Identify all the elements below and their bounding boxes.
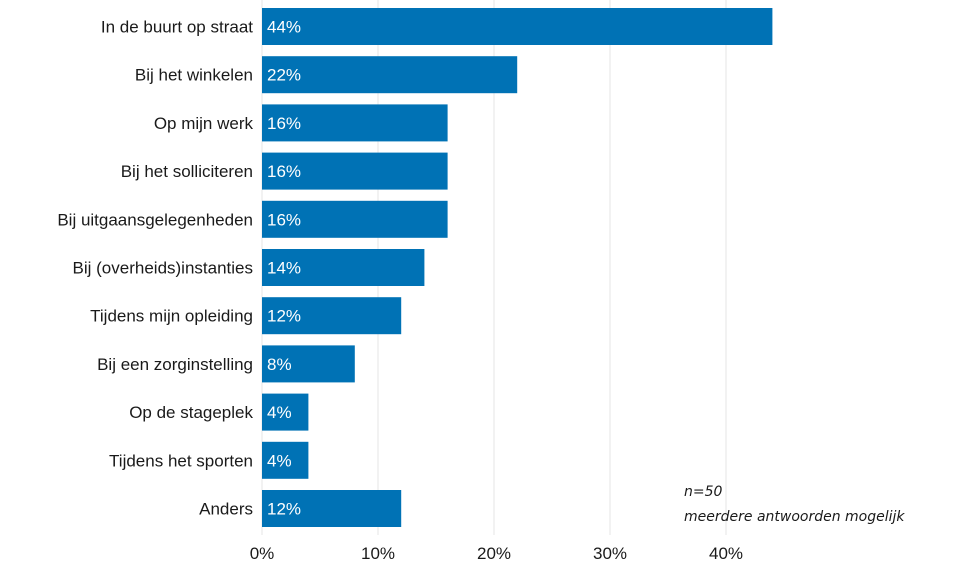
- value-labels: 44% 22% 16% 16% 16% 14% 12% 8% 4% 4% 12%: [267, 18, 301, 519]
- category-label: In de buurt op straat: [101, 18, 253, 37]
- bar: [262, 490, 402, 527]
- x-tick-label: 0%: [250, 544, 275, 563]
- x-tick-label: 10%: [361, 544, 395, 563]
- value-label: 12%: [267, 500, 301, 519]
- bar: [262, 393, 309, 431]
- bar: [262, 441, 309, 479]
- category-label: Anders: [199, 500, 253, 519]
- value-label: 14%: [267, 259, 301, 278]
- category-label: Bij een zorginstelling: [97, 355, 253, 374]
- x-tick-label: 20%: [477, 544, 511, 563]
- bar: [262, 249, 425, 286]
- value-label: 22%: [267, 66, 301, 85]
- value-label: 4%: [267, 403, 292, 422]
- category-label: Bij het winkelen: [135, 66, 253, 85]
- x-tick-labels: 0% 10% 20% 30% 40%: [250, 544, 743, 563]
- value-label: 16%: [267, 210, 301, 229]
- bar: [262, 200, 448, 238]
- category-label: Bij uitgaansgelegenheden: [57, 210, 253, 229]
- category-label: Bij het solliciteren: [121, 162, 253, 181]
- category-labels: In de buurt op straat Bij het winkelen Op …: [57, 18, 253, 519]
- category-label: Tijdens mijn opleiding: [90, 307, 253, 326]
- category-label: Tijdens het sporten: [109, 451, 253, 470]
- category-label: Bij (overheids)instanties: [73, 259, 253, 278]
- sample-size-note: n=50: [684, 484, 723, 500]
- value-label: 12%: [267, 307, 301, 326]
- x-tick-label: 30%: [593, 544, 627, 563]
- x-tick-label: 40%: [709, 544, 743, 563]
- bar: [262, 104, 448, 142]
- bar: [262, 8, 773, 45]
- multiple-answers-note: meerdere antwoorden mogelijk: [684, 509, 905, 525]
- bar: [262, 56, 518, 94]
- category-label: Op de stageplek: [129, 403, 253, 422]
- value-label: 8%: [267, 355, 292, 374]
- bar: [262, 345, 355, 383]
- category-label: Op mijn werk: [154, 114, 254, 133]
- value-label: 16%: [267, 162, 301, 181]
- value-label: 4%: [267, 451, 292, 470]
- bar: [262, 152, 448, 190]
- value-label: 16%: [267, 114, 301, 133]
- value-label: 44%: [267, 18, 301, 37]
- bars: [262, 8, 773, 527]
- bar: [262, 297, 402, 335]
